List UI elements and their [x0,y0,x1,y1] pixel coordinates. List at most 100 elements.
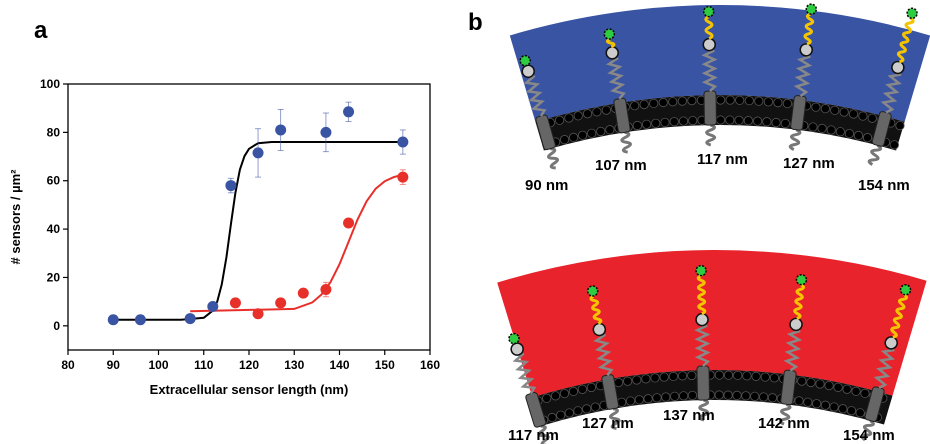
fit-curve [190,173,404,313]
fluorophore [586,285,599,297]
tail [537,424,550,444]
lipid-head [596,126,606,137]
lipid-head [794,396,804,406]
lipid-head [780,118,790,129]
data-point [397,136,409,148]
lipid-head [769,373,780,383]
y-tick-label: 0 [53,319,60,333]
bead [789,317,803,332]
x-tick-label: 120 [239,358,259,372]
lipid-head [661,392,671,402]
data-point [343,217,355,229]
lipid-head [554,115,565,125]
y-tick-label: 40 [47,222,61,236]
lipid-head [668,97,678,107]
spring [873,348,896,389]
x-tick-label: 160 [420,358,440,372]
lipid-head [668,371,678,381]
lipid-head [568,386,579,396]
lipid-head [586,382,596,393]
x-tick-label: 130 [284,358,304,372]
fluorophore [906,7,918,20]
lipid-head [659,372,669,382]
y-tick-label: 60 [47,174,61,188]
lipid-head [714,370,724,380]
tail [778,402,792,426]
fit-curve [113,141,403,321]
lipid-head [855,408,865,418]
lipid-head [577,384,587,394]
lipid-head [687,370,697,381]
tail [860,419,875,442]
x-tick-label: 150 [375,358,395,372]
fluorophore [519,54,531,67]
lipid-head [811,102,821,112]
anchor [613,97,631,134]
lipid-head [577,130,588,140]
data-point [252,308,264,320]
spring [793,55,813,97]
lipid-head [734,115,744,125]
lipid-head [733,370,743,381]
spring [701,49,718,92]
data-point [252,147,264,159]
tail [705,123,717,147]
lipid-head [715,115,726,125]
tail [546,147,560,170]
lipid-head [753,116,763,126]
panel-label: b [468,9,483,36]
lipid-head [652,393,662,403]
lipid-head [592,107,602,117]
lipid-head [601,105,611,115]
lipid-head [760,372,770,382]
data-point [275,124,287,136]
length-label: 107 nm [595,157,647,174]
lipid-head [820,104,830,114]
lipid-head [815,379,825,389]
lipid-head [677,96,687,106]
lipid-head [806,377,816,388]
tail [608,407,621,430]
lipid-head [742,371,752,381]
lipid-head [838,404,848,414]
spring [783,329,803,372]
lipid-head [556,410,566,420]
lipid-head [643,394,653,404]
lipid-head [751,371,761,381]
linker [793,283,805,320]
fluorophore [899,284,912,296]
diagram: 90 nm 107 nm 117 nm 127 nm 154 nm 117 nm 127 n… [497,3,930,444]
spring [880,73,902,114]
data-point [397,171,409,183]
lipid-head [797,376,807,386]
lipid-head [623,376,633,386]
lipid-head [732,390,742,401]
lipid-head [830,105,840,115]
data-point [107,314,119,326]
lipid-head [817,123,827,133]
lipid-head [767,393,778,403]
linker [704,15,714,40]
lipid-head [632,120,642,131]
lipid-head [669,117,679,127]
lipid-head [829,402,839,412]
lipid-head [803,397,813,407]
lipid-head [670,391,680,401]
tail [867,144,883,166]
lipid-head [582,109,593,119]
lipid-head [651,118,661,128]
lipid-head [564,408,574,418]
lipid-head [632,375,642,385]
x-tick-label: 80 [61,358,75,372]
lipid-head [846,406,857,416]
fluorophore [805,3,818,15]
length-label: 127 nm [783,155,835,172]
x-axis-title: Extracellular sensor length (nm) [150,382,349,397]
lipid-head [649,98,659,109]
data-point [320,126,332,138]
sensor [778,273,808,426]
sensor [694,264,711,422]
lipid-head [848,109,859,119]
bead [702,37,716,52]
